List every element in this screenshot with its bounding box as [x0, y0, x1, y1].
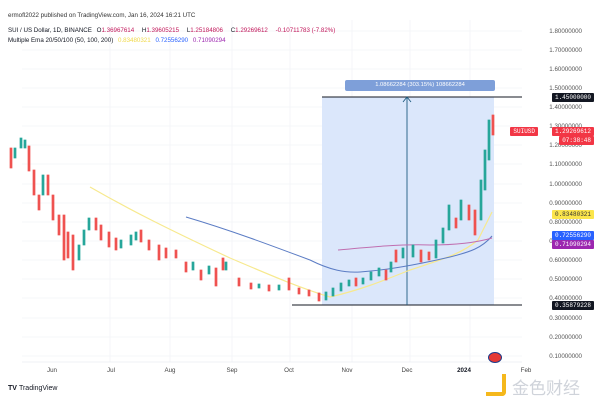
top-level-tag: 1.45000000 [551, 93, 594, 102]
ohlc-low: L1.25184806 [186, 27, 223, 34]
y-tick: 0.80000000 [549, 219, 582, 226]
y-tick: 1.00000000 [549, 181, 582, 188]
published-line: ermofl2022 published on TradingView.com,… [8, 12, 196, 19]
bottom-level-tag: 0.35879228 [551, 301, 594, 310]
ohlc-high: H1.39605215 [141, 27, 180, 34]
candles [9, 114, 495, 302]
ohlc-open: O1.36967614 [96, 27, 135, 34]
tradingview-logo: TV TradingView [8, 385, 58, 392]
y-tick: 1.20000000 [549, 142, 582, 149]
ema200-tag: 0.71090294 [551, 240, 594, 249]
x-tick: Oct [284, 367, 294, 374]
x-tick: 2024 [457, 367, 471, 374]
x-tick: Feb [520, 367, 532, 374]
y-tick: 0.40000000 [549, 295, 582, 302]
price-range-fill [322, 97, 494, 305]
x-tick: Sep [226, 367, 238, 374]
symbol-info: SUI / US Dollar, 1D, BINANCE O1.36967614… [8, 27, 338, 34]
arrow-head-icon [402, 96, 412, 103]
y-tick: 0.30000000 [549, 315, 582, 322]
ema50-tag: 0.83480321 [551, 210, 594, 219]
y-tick: 0.50000000 [549, 276, 582, 283]
ohlc-change: -0.10711783 (-7.82%) [275, 27, 336, 34]
symbol-tag: SUIUSD [510, 127, 538, 136]
x-tick: Dec [401, 367, 413, 374]
ema50-value: 0.83480321 [118, 37, 151, 44]
indicator-name: Multiple Ema 20/50/100 (50, 100, 200) [8, 37, 114, 44]
y-tick: 1.10000000 [549, 161, 582, 168]
y-tick: 0.90000000 [549, 200, 582, 207]
x-tick: Aug [164, 367, 176, 374]
y-tick: 0.60000000 [549, 257, 582, 264]
y-tick: 0.10000000 [549, 353, 582, 360]
ema100-value: 0.72556290 [155, 37, 189, 44]
ema100-tag: 0.72556290 [551, 231, 594, 240]
y-tick: 1.40000000 [549, 104, 582, 111]
watermark-text: 金色财经 [512, 379, 580, 398]
ema200-value: 0.71090294 [192, 37, 226, 44]
current-price-tag: 1.29269612 [551, 127, 594, 136]
x-tick: Jul [107, 367, 115, 374]
y-tick: 1.70000000 [549, 47, 582, 54]
countdown-tag: 07:38:48 [559, 136, 594, 145]
symbol-line: SUI / US Dollar, 1D, BINANCE [8, 27, 92, 34]
indicator-info[interactable]: Multiple Ema 20/50/100 (50, 100, 200) 0.… [8, 37, 229, 44]
x-tick: Nov [341, 367, 353, 374]
y-tick: 1.50000000 [549, 85, 582, 92]
y-tick: 0.20000000 [549, 334, 582, 341]
jinse-watermark: 金色财经 [486, 370, 586, 400]
ema200-line [337, 237, 493, 251]
jinse-logo-icon [486, 374, 506, 396]
ohlc-close: C1.29269612 [230, 27, 268, 34]
x-tick: Jun [47, 367, 57, 374]
y-tick: 1.60000000 [549, 66, 582, 73]
ema100-line [185, 216, 493, 273]
economic-event-icon[interactable] [488, 352, 502, 363]
y-tick: 1.80000000 [549, 28, 582, 35]
ema50-line [89, 186, 493, 298]
y-tick: 1.30000000 [549, 123, 582, 130]
price-range-label[interactable]: 1.08662284 (303.15%) 108662284 [345, 80, 495, 91]
